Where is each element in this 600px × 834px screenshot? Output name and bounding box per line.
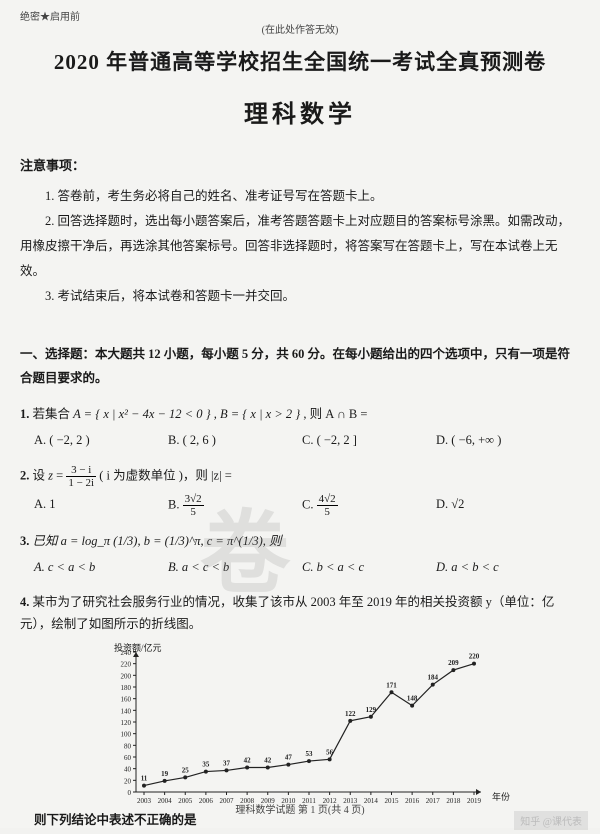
svg-text:42: 42 — [244, 756, 252, 764]
zhihu-watermark: 知乎 @课代表 — [514, 811, 588, 830]
q3-choice-d: D. a < b < c — [436, 556, 570, 579]
chart-svg: 0204060801001201401601802002202402003200… — [100, 642, 500, 807]
q2-choice-a: A. 1 — [34, 493, 168, 518]
svg-text:40: 40 — [124, 766, 132, 774]
notice-item: 3. 考试结束后，将本试卷和答题卡一并交回。 — [20, 284, 580, 309]
q3-number: 3. — [20, 534, 29, 548]
q1-choice-a: A. ( −2, 2 ) — [34, 429, 168, 452]
q2-choice-d: D. √2 — [436, 493, 570, 518]
svg-text:129: 129 — [366, 706, 377, 714]
svg-text:200: 200 — [121, 672, 132, 680]
exam-title: 2020 年普通高等学校招生全国统一考试全真预测卷 — [20, 46, 580, 76]
svg-text:100: 100 — [121, 731, 132, 739]
svg-text:140: 140 — [121, 707, 132, 715]
q3-text: 已知 a = log_π (1/3), b = (1/3)^π, c = π^(… — [33, 534, 282, 548]
svg-text:19: 19 — [161, 770, 169, 778]
svg-text:11: 11 — [141, 774, 148, 782]
q4-number: 4. — [20, 595, 29, 609]
question-1: 1. 若集合 A = { x | x² − 4x − 12 < 0 } , B … — [20, 403, 580, 452]
svg-text:171: 171 — [386, 681, 397, 689]
svg-text:148: 148 — [407, 695, 418, 703]
svg-text:209: 209 — [448, 659, 459, 667]
q2-choice-b: B. 3√25 — [168, 493, 302, 518]
q2-text-b: ( i 为虚数单位 )，则 |z| = — [99, 468, 232, 482]
svg-text:240: 240 — [121, 649, 132, 657]
top-center-note: (在此处作答无效) — [20, 21, 580, 36]
q3-choices: A. c < a < b B. a < c < b C. b < a < c D… — [20, 556, 580, 579]
q2-eq: = — [56, 468, 66, 482]
svg-text:42: 42 — [264, 756, 272, 764]
question-4: 4. 某市为了研究社会服务行业的情况，收集了该市从 2003 年至 2019 年… — [20, 591, 580, 807]
svg-text:35: 35 — [202, 760, 210, 768]
q1-choice-b: B. ( 2, 6 ) — [168, 429, 302, 452]
svg-text:47: 47 — [285, 753, 293, 761]
notice-heading: 注意事项： — [20, 155, 580, 174]
q1-number: 1. — [20, 407, 29, 421]
q3-choice-c: C. b < a < c — [302, 556, 436, 579]
q4-chart: 投资额/亿元 年份 020406080100120140160180200220… — [100, 642, 500, 807]
svg-text:56: 56 — [326, 748, 334, 756]
section-1-title: 一、选择题：本大题共 12 小题，每小题 5 分，共 60 分。在每小题给出的四… — [20, 343, 580, 391]
q2-frac-num: 3 − i — [66, 464, 96, 477]
q1-text: 若集合 — [33, 407, 74, 421]
q1-text-b: , 则 A ∩ B = — [303, 407, 367, 421]
q4-text: 某市为了研究社会服务行业的情况，收集了该市从 2003 年至 2019 年的相关… — [20, 595, 554, 632]
q2-number: 2. — [20, 468, 29, 482]
svg-text:184: 184 — [428, 674, 439, 682]
svg-text:220: 220 — [121, 661, 132, 669]
q3-choice-b: B. a < c < b — [168, 556, 302, 579]
subject-title: 理科数学 — [20, 94, 580, 129]
notice-item: 1. 答卷前，考生务必将自己的姓名、准考证号写在答题卡上。 — [20, 184, 580, 209]
q1-expr: A = { x | x² − 4x − 12 < 0 } , B = { x |… — [73, 407, 300, 421]
svg-text:60: 60 — [124, 754, 132, 762]
svg-text:160: 160 — [121, 696, 132, 704]
svg-text:120: 120 — [121, 719, 132, 727]
svg-text:80: 80 — [124, 742, 132, 750]
q2-z: z — [48, 468, 53, 482]
svg-text:25: 25 — [182, 766, 190, 774]
notice-block: 1. 答卷前，考生务必将自己的姓名、准考证号写在答题卡上。 2. 回答选择题时，… — [20, 184, 580, 309]
svg-text:0: 0 — [128, 789, 132, 797]
svg-text:220: 220 — [469, 653, 480, 661]
q2-text-a: 设 — [33, 468, 49, 482]
question-3: 3. 已知 a = log_π (1/3), b = (1/3)^π, c = … — [20, 530, 580, 579]
q2-fraction: 3 − i 1 − 2i — [66, 464, 96, 489]
svg-text:53: 53 — [306, 750, 314, 758]
q1-choices: A. ( −2, 2 ) B. ( 2, 6 ) C. ( −2, 2 ] D.… — [20, 429, 580, 452]
page-number: 理科数学试题 第 1 页(共 4 页) — [0, 801, 600, 816]
svg-text:20: 20 — [124, 777, 132, 785]
svg-text:180: 180 — [121, 684, 132, 692]
svg-text:37: 37 — [223, 759, 231, 767]
q2-choices: A. 1 B. 3√25 C. 4√25 D. √2 — [20, 493, 580, 518]
q3-choice-a: A. c < a < b — [34, 556, 168, 579]
svg-text:122: 122 — [345, 710, 356, 718]
q1-choice-d: D. ( −6, +∞ ) — [436, 429, 570, 452]
question-2: 2. 设 z = 3 − i 1 − 2i ( i 为虚数单位 )，则 |z| … — [20, 464, 580, 518]
q2-choice-c: C. 4√25 — [302, 493, 436, 518]
notice-item: 2. 回答选择题时，选出每小题答案后，准考答题答题卡上对应题目的答案标号涂黑。如… — [20, 209, 580, 284]
q1-choice-c: C. ( −2, 2 ] — [302, 429, 436, 452]
q2-frac-den: 1 − 2i — [66, 477, 96, 489]
